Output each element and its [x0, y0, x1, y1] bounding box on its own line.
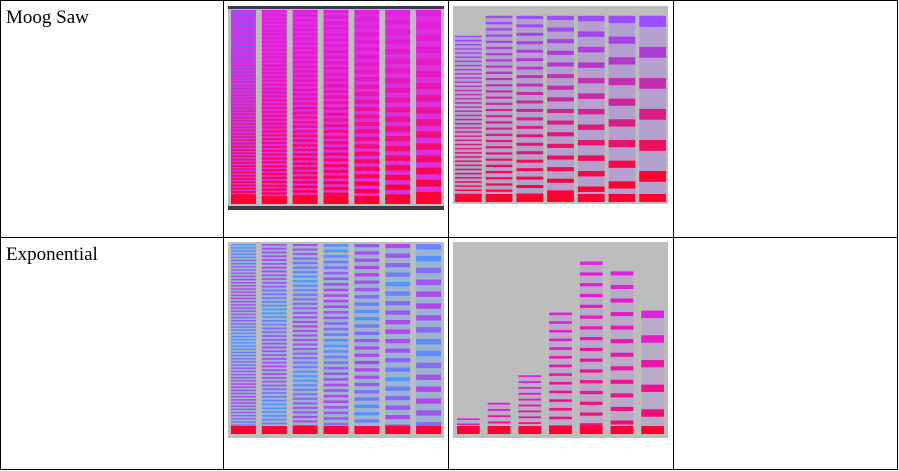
spectrogram-exponential-left [228, 242, 444, 438]
table-cell-label: Exponential [0, 237, 224, 470]
row-label-exponential: Exponential [6, 244, 98, 265]
table-cell-image [223, 237, 449, 470]
table-cell-image [448, 0, 674, 238]
spectrogram-moog-saw-left [228, 6, 444, 210]
spectrogram-exponential-right [453, 242, 668, 438]
row-label-moog-saw: Moog Saw [6, 7, 89, 28]
table-cell-label: Moog Saw [0, 0, 224, 238]
table-row: Exponential [0, 237, 898, 470]
spectrogram-graphic [231, 244, 441, 434]
table-row: Moog Saw [0, 0, 898, 238]
spectrogram-graphic [455, 15, 666, 203]
table-cell-empty [673, 237, 898, 470]
spectrogram-graphic [228, 6, 444, 210]
table-cell-empty [673, 0, 898, 238]
table-cell-image [223, 0, 449, 238]
spectrogram-moog-saw-right [453, 6, 668, 204]
table-cell-image [448, 237, 674, 470]
spectrogram-graphic [457, 261, 664, 434]
